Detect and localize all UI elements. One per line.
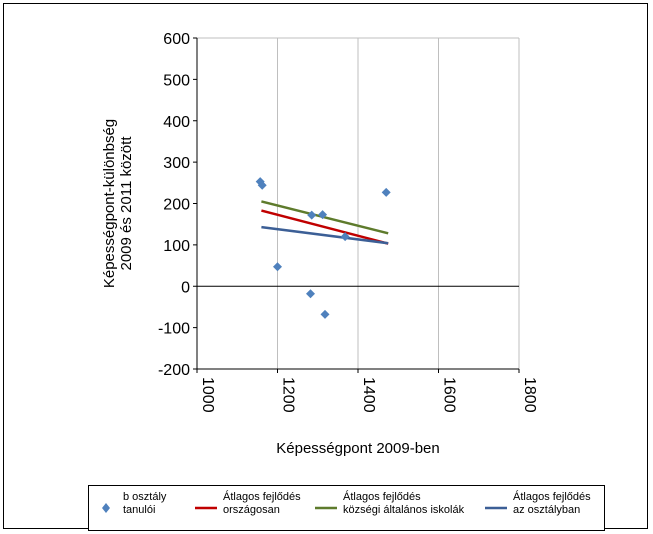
x-tick-label: 1000 <box>199 377 216 413</box>
y-tick-label: 100 <box>163 238 190 255</box>
diamond-marker-icon <box>102 503 110 513</box>
y-tick-label: -200 <box>158 362 190 379</box>
y-tick-label: 400 <box>163 114 190 131</box>
legend-label-national: Átlagos fejlődés országosan <box>223 491 301 516</box>
chart-frame: 600 500 400 300 200 100 0 -100 -200 1000 1200 1400 1… <box>3 3 648 531</box>
data-point <box>307 210 317 220</box>
data-point <box>273 262 282 272</box>
y-tick-label: -100 <box>158 321 190 338</box>
line-icon <box>315 506 337 510</box>
data-point <box>257 180 267 190</box>
y-tick-label: 0 <box>181 279 190 296</box>
y-tick-label: 500 <box>163 72 190 89</box>
data-point <box>306 289 316 299</box>
legend-item-students: b osztály tanulói <box>95 491 195 527</box>
y-tick-label: 300 <box>163 155 190 172</box>
y-tick-label: 200 <box>163 197 190 214</box>
data-point <box>318 210 328 220</box>
legend-item-village-schools: Átlagos fejlődés községi általános iskolá… <box>315 491 485 527</box>
legend-item-class: Átlagos fejlődés az osztályban <box>485 491 603 527</box>
trend-line-1 <box>261 200 389 235</box>
legend-label-class: Átlagos fejlődés az osztályban <box>513 491 591 516</box>
chart-legend: b osztály tanulói Átlagos fejlődés országo… <box>88 485 605 531</box>
x-tick-label: 1800 <box>521 377 538 413</box>
trend-line-0 <box>261 209 389 245</box>
legend-item-national: Átlagos fejlődés országosan <box>195 491 315 527</box>
x-axis-title: Képességpont 2009-ben <box>276 440 439 457</box>
data-point <box>320 309 330 319</box>
data-point <box>340 232 350 242</box>
trend-line-2 <box>261 225 389 245</box>
x-tick-label: 1200 <box>280 377 297 413</box>
y-tick-label: 600 <box>163 31 190 48</box>
x-tick-label: 1600 <box>441 377 458 413</box>
line-icon <box>195 506 217 510</box>
x-tick-label: 1400 <box>360 377 377 413</box>
y-axis-title: Képességpont-különbség2009 és 2011 közöt… <box>101 119 135 288</box>
legend-label-village-schools: Átlagos fejlődés községi általános iskolá… <box>343 491 465 516</box>
legend-label-students: b osztály tanulói <box>123 491 167 516</box>
data-point <box>381 187 391 197</box>
line-icon <box>485 506 507 510</box>
